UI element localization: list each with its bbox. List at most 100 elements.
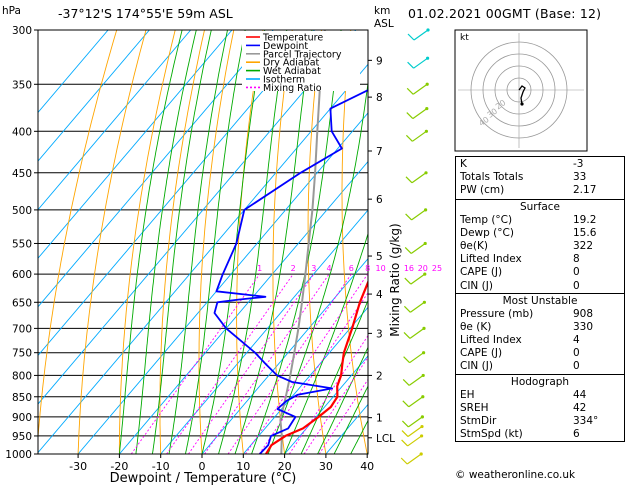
wind-barb-dot (421, 373, 425, 378)
asl-label: ASL (374, 18, 394, 30)
wind-barb (412, 108, 428, 120)
wet-adiabat (284, 232, 368, 454)
basic-indices-box: K -3 Totals Totals 33 PW (cm) 2.17 (455, 156, 625, 200)
mixing-ratio-label: 4 (327, 264, 332, 273)
legend-label: Temperature (262, 33, 323, 44)
km-tick-label: 1 (376, 413, 383, 425)
wet-adiabat (333, 385, 368, 454)
pressure-tick-label: 500 (12, 205, 32, 217)
isotherm (38, 63, 368, 454)
index-label: Lifted Index (460, 334, 522, 347)
wind-barb-flag (406, 87, 414, 95)
index-value: 4 (573, 334, 580, 347)
temperature-tick-label: 30 (319, 460, 333, 473)
index-value: 19.2 (573, 213, 597, 226)
wind-barb (410, 242, 426, 254)
wind-barb-flag (405, 176, 413, 184)
index-value: 330 (573, 320, 594, 333)
surface-title: Surface (519, 200, 560, 213)
x-axis-title: Dewpoint / Temperature (°C) (110, 471, 297, 486)
wind-barb-dot (421, 395, 425, 399)
legend-label: Dry Adiabat (263, 58, 320, 69)
index-label: Dewp (°C) (460, 226, 514, 239)
index-value: 8 (573, 253, 580, 266)
mixing-ratio-line (188, 273, 315, 454)
pressure-tick-label: 900 (12, 412, 32, 424)
wind-barb-flag (403, 305, 411, 313)
wind-barb-dot (420, 415, 424, 419)
wind-barbs (400, 28, 430, 465)
hodograph-frame (454, 29, 588, 152)
wet-adiabat (135, 30, 197, 454)
index-row: CIN (J) 0 (456, 360, 624, 373)
hodograph-trace (518, 85, 526, 105)
wind-barb-dot (423, 241, 427, 246)
km-tick-label: 4 (376, 289, 383, 301)
index-value: 42 (573, 401, 587, 414)
pressure-tick-label: 1000 (5, 449, 32, 461)
wind-barb-flag (401, 439, 409, 447)
wind-barb (410, 301, 425, 313)
index-value: 0 (573, 279, 580, 292)
index-row: θe(K) 322 (456, 240, 624, 253)
mixing-ratio-line (130, 273, 261, 454)
legend-background (242, 31, 360, 91)
wet-adiabat (168, 30, 228, 454)
isotherm (38, 30, 233, 259)
series-temperature (265, 279, 368, 454)
mixing-ratio-label: 10 (376, 264, 386, 273)
most-unstable-title: Most Unstable (502, 294, 578, 307)
temperature-tick-label: -20 (110, 460, 128, 473)
wind-barb (406, 453, 422, 465)
index-value: 0 (573, 347, 580, 360)
index-label: Lifted Index (460, 253, 522, 266)
wind-barb (411, 172, 427, 184)
wind-barb (413, 29, 429, 41)
pressure-tick-label: 600 (12, 269, 32, 281)
index-value: 6 (573, 428, 580, 441)
index-row: CAPE (J) 0 (456, 347, 624, 360)
mixing-ratio-label: 8 (365, 264, 370, 273)
index-value: 0 (573, 360, 580, 373)
pressure-tick-label: 350 (12, 79, 32, 91)
index-row: Pressure (mb) 908 (456, 308, 624, 321)
hodograph-title: Hodograph (510, 375, 570, 388)
hodograph-unit: kt (460, 33, 469, 43)
wind-barb (407, 435, 422, 447)
wet-adiabat (267, 79, 368, 454)
wind-barb-flag (401, 430, 409, 437)
wind-barb (410, 273, 426, 285)
index-label: θe(K) (460, 239, 488, 252)
index-label: StmSpd (kt) (460, 428, 523, 441)
pressure-tick-label: 300 (12, 25, 32, 37)
wind-barb-dot (422, 300, 426, 304)
wind-barb-flag (407, 33, 415, 41)
wet-adiabat (218, 30, 288, 454)
index-row: Lifted Index 4 (456, 334, 624, 347)
index-value: 322 (573, 239, 594, 252)
pressure-tick-label: 450 (12, 168, 32, 180)
storm-motion-dot (520, 102, 524, 106)
wind-barb-dot (423, 272, 427, 276)
wind-barb-flag (405, 213, 413, 221)
km-tick-label: 9 (376, 55, 383, 67)
mixing-ratio-line (318, 378, 368, 454)
wind-barb-flag (400, 457, 408, 465)
mixing-ratio-line (166, 273, 294, 454)
background-lines (38, 30, 368, 454)
km-axis: 9 8 7 6 5 4 3 2 1 LCL (367, 30, 395, 454)
index-row: Dewp (°C) 15.6 (456, 227, 624, 240)
wind-barb-flag (402, 400, 410, 408)
wind-barb-flag (405, 134, 413, 142)
mixing-ratio-label: 20 (418, 264, 428, 273)
index-row: Temp (°C) 19.2 (456, 214, 624, 227)
temperature-tick-label: 10 (236, 460, 250, 473)
km-tick-label: 2 (376, 370, 383, 382)
wet-adiabat (300, 299, 368, 454)
index-row: StmSpd (kt) 6 (456, 428, 624, 441)
hodograph-box: Hodograph EH 44 SREH 42 StmDir 334° StmSpd (kt… (455, 374, 625, 443)
mixing-ratio-labels: 1 2 3 4 6 8 10 16 20 25 (257, 264, 442, 273)
isotherm (77, 112, 368, 454)
